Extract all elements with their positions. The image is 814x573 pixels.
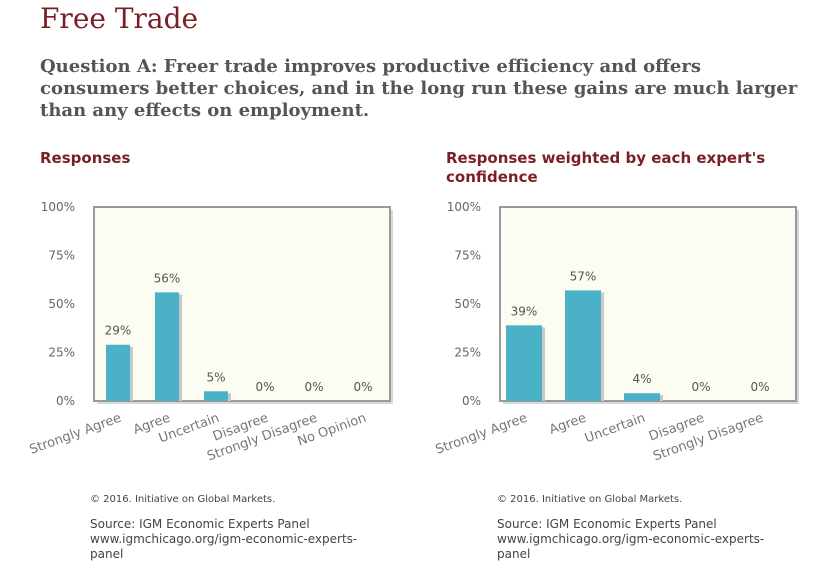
y-tick-label: 75% [48,249,75,263]
data-label: 0% [750,380,769,394]
y-tick-label: 100% [447,200,481,214]
plot-area [499,206,797,402]
data-label: 0% [353,380,372,394]
chart-title-weighted: Responses weighted by each expert's conf… [446,149,766,186]
y-tick-label: 100% [41,200,75,214]
y-tick-label: 50% [454,297,481,311]
category-label: Strongly Agree [434,411,530,458]
bar [106,344,130,401]
copyright-text: © 2016. Initiative on Global Markets. [497,494,683,505]
chart-responses: 100%75%50%25%0%29%Strongly Agree56%Agree… [28,200,393,464]
chart-title-responses: Responses [40,149,131,167]
data-label: 4% [632,372,651,386]
chart-weighted-responses: 100% 75% 50% 25% 0% 39% Strongly Agree 57% Agree… [434,200,799,464]
category-label: Uncertain [583,411,647,447]
y-tick-label: 75% [454,249,481,263]
category-label: Agree [547,411,588,438]
data-label: 0% [304,380,323,394]
page-title: Free Trade [40,2,199,35]
source-link[interactable]: www.igmchicago.org/igm-economic-experts-… [497,532,765,561]
data-label: 0% [255,380,274,394]
chart-footer-weighted: © 2016. Initiative on Global Markets. So… [497,494,797,562]
bar [506,325,542,401]
bar [204,391,228,401]
bar [565,290,601,401]
y-tick-label: 0% [56,394,75,408]
y-tick-label: 25% [48,346,75,360]
data-label: 56% [154,271,181,285]
y-tick-label: 0% [462,394,481,408]
data-label: 29% [105,324,132,338]
source-text: Source: IGM Economic Experts Panel [90,517,310,531]
data-label: 39% [511,304,538,318]
y-tick-label: 50% [48,297,75,311]
question-text: Question A: Freer trade improves product… [40,56,798,121]
source-link[interactable]: www.igmchicago.org/igm-economic-experts-… [90,532,358,561]
bar [155,292,179,401]
plot-area [93,206,391,402]
chart-footer-responses: © 2016. Initiative on Global Markets. So… [90,494,390,562]
data-label: 57% [570,269,597,283]
data-label: 0% [691,380,710,394]
source-text: Source: IGM Economic Experts Panel [497,517,717,531]
bar [624,393,660,401]
copyright-text: © 2016. Initiative on Global Markets. [90,494,276,505]
category-label: Strongly Agree [28,411,124,458]
y-tick-label: 25% [454,346,481,360]
data-label: 5% [206,370,225,384]
